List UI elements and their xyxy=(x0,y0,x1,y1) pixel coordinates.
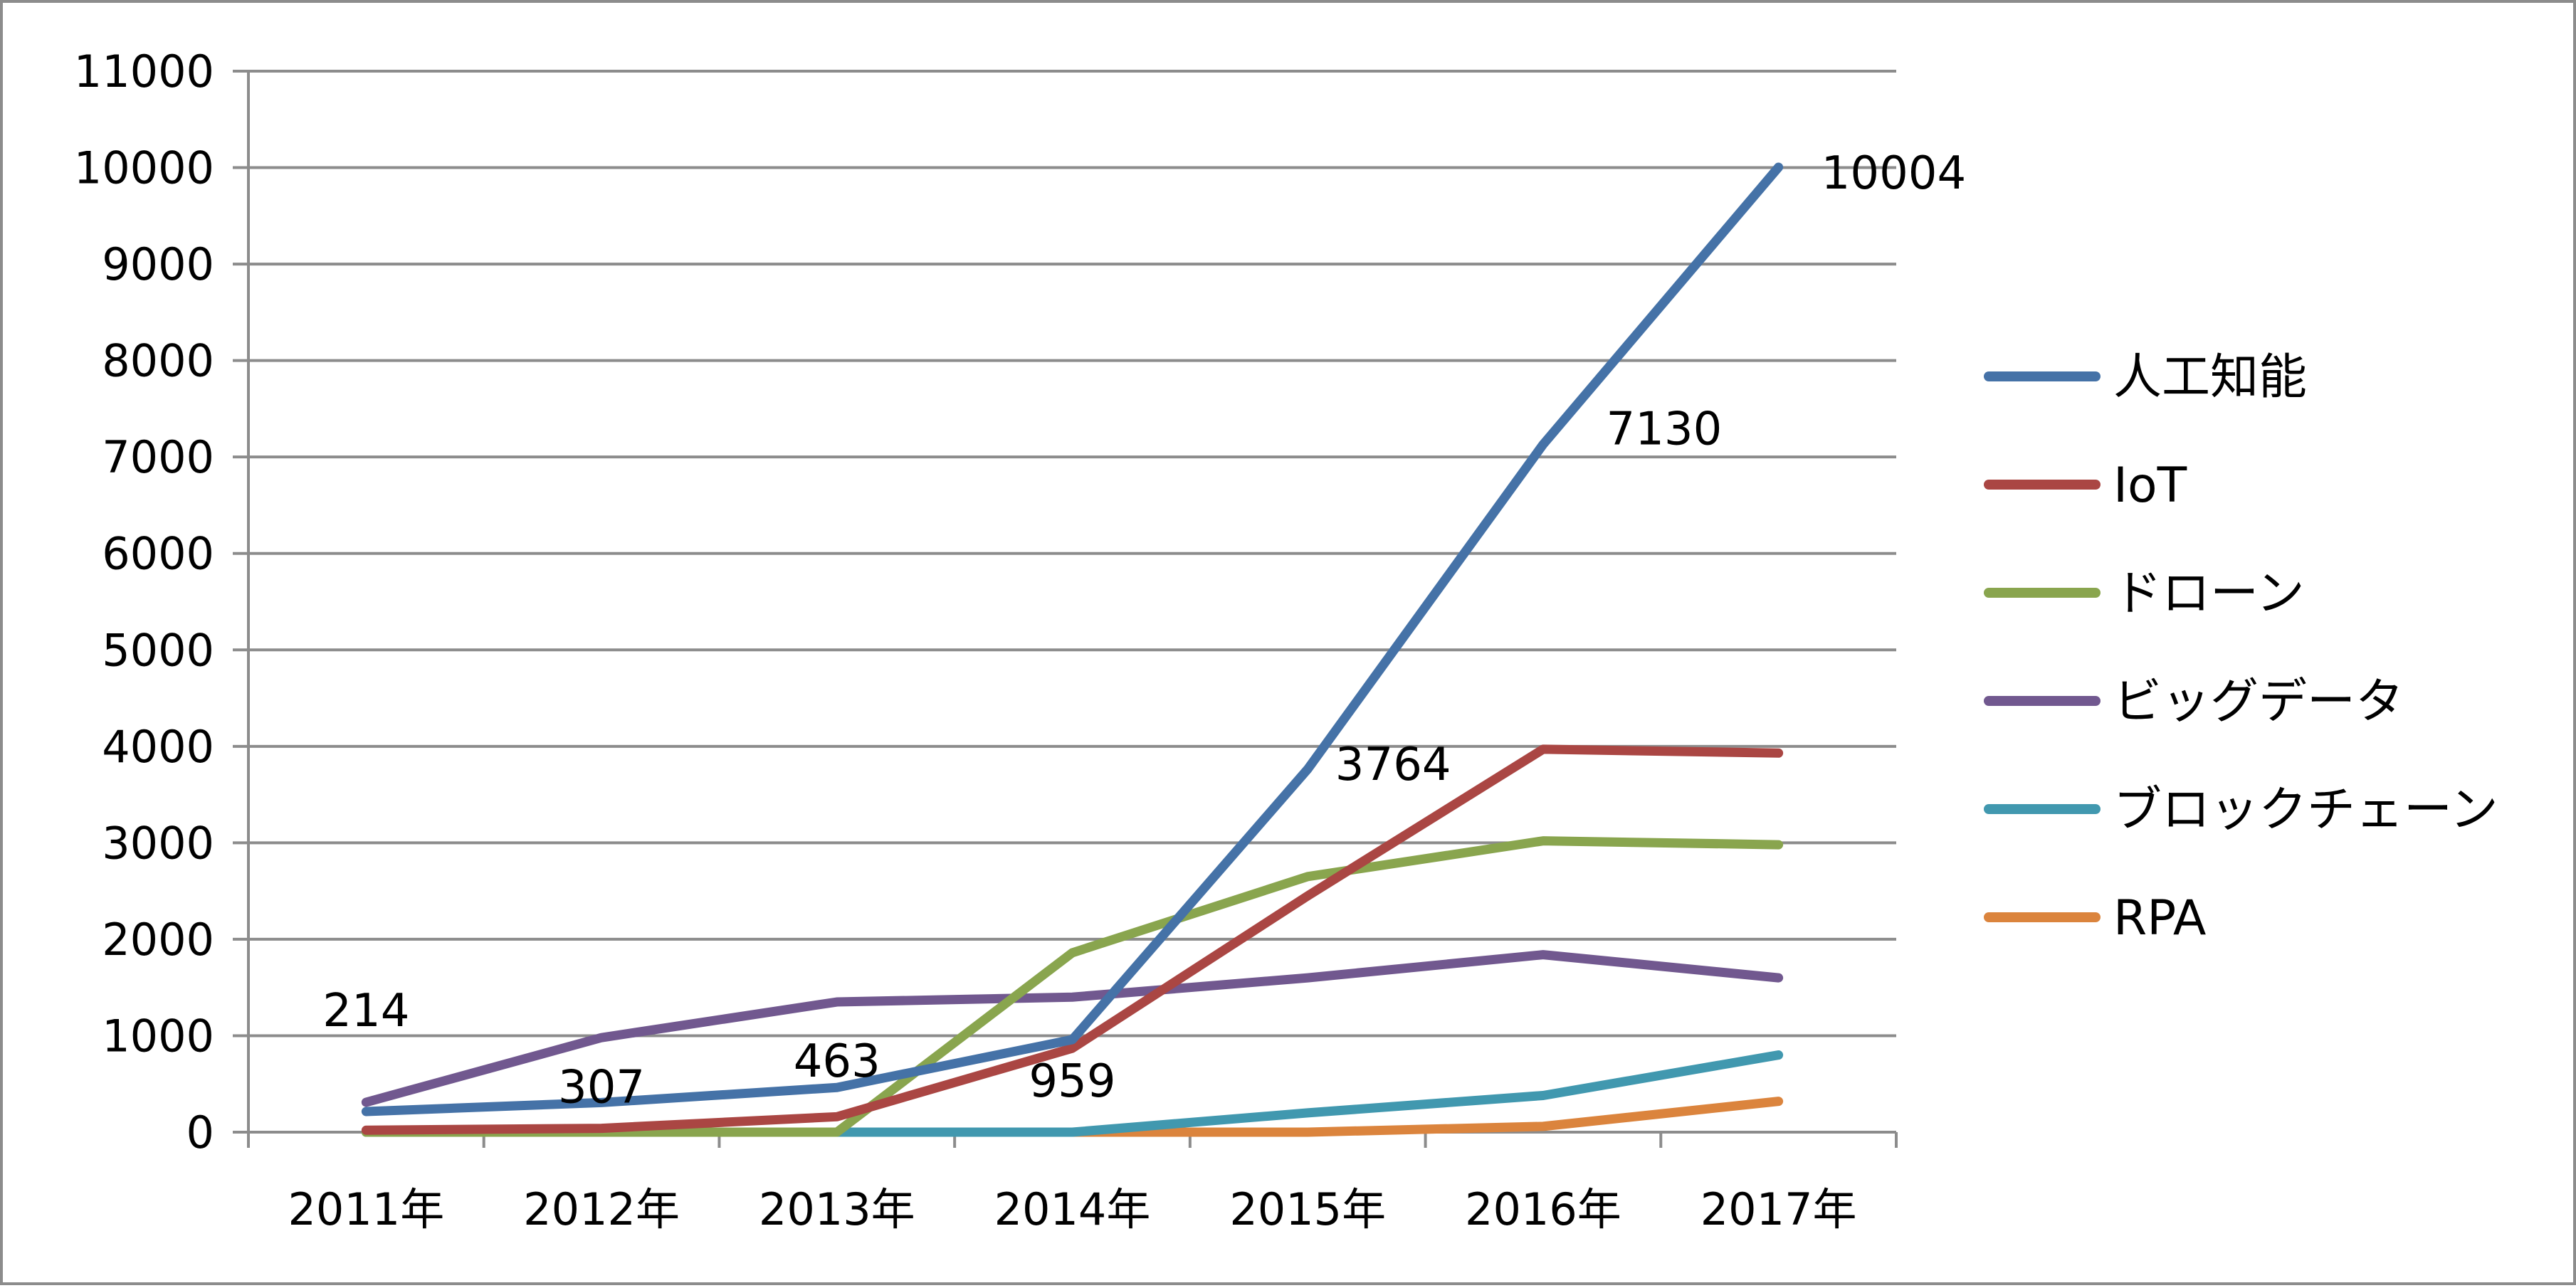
legend-label: IoT xyxy=(2113,458,2187,514)
y-tick-label: 7000 xyxy=(102,431,214,483)
data-label: 307 xyxy=(558,1061,645,1114)
y-tick-label: 6000 xyxy=(102,528,214,580)
legend-label: 人工知能 xyxy=(2113,349,2307,406)
x-tick-label: 2017年 xyxy=(1700,1183,1857,1235)
x-tick-label: 2012年 xyxy=(523,1183,680,1235)
legend-label: ビッグデータ xyxy=(2113,674,2404,730)
series-line-1 xyxy=(361,744,1784,1135)
y-tick-label: 2000 xyxy=(102,914,214,966)
y-tick-label: 9000 xyxy=(102,238,214,290)
x-tick-label: 2016年 xyxy=(1465,1183,1621,1235)
data-label: 463 xyxy=(794,1035,880,1088)
series-line-3 xyxy=(361,950,1784,1107)
legend-label: ブロックチェーン xyxy=(2113,782,2498,838)
y-tick-label: 3000 xyxy=(102,817,214,869)
y-tick-label: 1000 xyxy=(102,1010,214,1062)
data-label: 959 xyxy=(1029,1055,1115,1108)
data-labels: 214 307 463 959 3764 7130 10004 xyxy=(322,147,1966,1114)
x-tick-label: 2015年 xyxy=(1229,1183,1386,1235)
data-label: 3764 xyxy=(1335,739,1451,791)
x-tick-label: 2011年 xyxy=(288,1183,444,1235)
y-tick-label: 10000 xyxy=(74,142,214,194)
x-tick-label: 2014年 xyxy=(994,1183,1151,1235)
gridlines xyxy=(248,70,1896,1038)
y-tick-label: 8000 xyxy=(102,335,214,387)
data-label: 10004 xyxy=(1821,147,1967,200)
data-label: 7130 xyxy=(1606,403,1722,456)
line-chart: 0 1000 2000 3000 4000 5000 6000 7000 8000 9000 100… xyxy=(74,46,2498,1235)
legend-label: RPA xyxy=(2113,890,2206,946)
y-tick-label: 0 xyxy=(186,1107,214,1158)
y-tick-label: 11000 xyxy=(74,46,214,97)
data-label: 214 xyxy=(322,985,409,1038)
series-line-0 xyxy=(361,162,1784,1117)
legend-label: ドローン xyxy=(2113,566,2305,622)
y-tick-label: 5000 xyxy=(102,624,214,676)
y-tick-label: 4000 xyxy=(102,721,214,773)
series-lines xyxy=(361,162,1784,1137)
x-tick-label: 2013年 xyxy=(759,1183,915,1235)
